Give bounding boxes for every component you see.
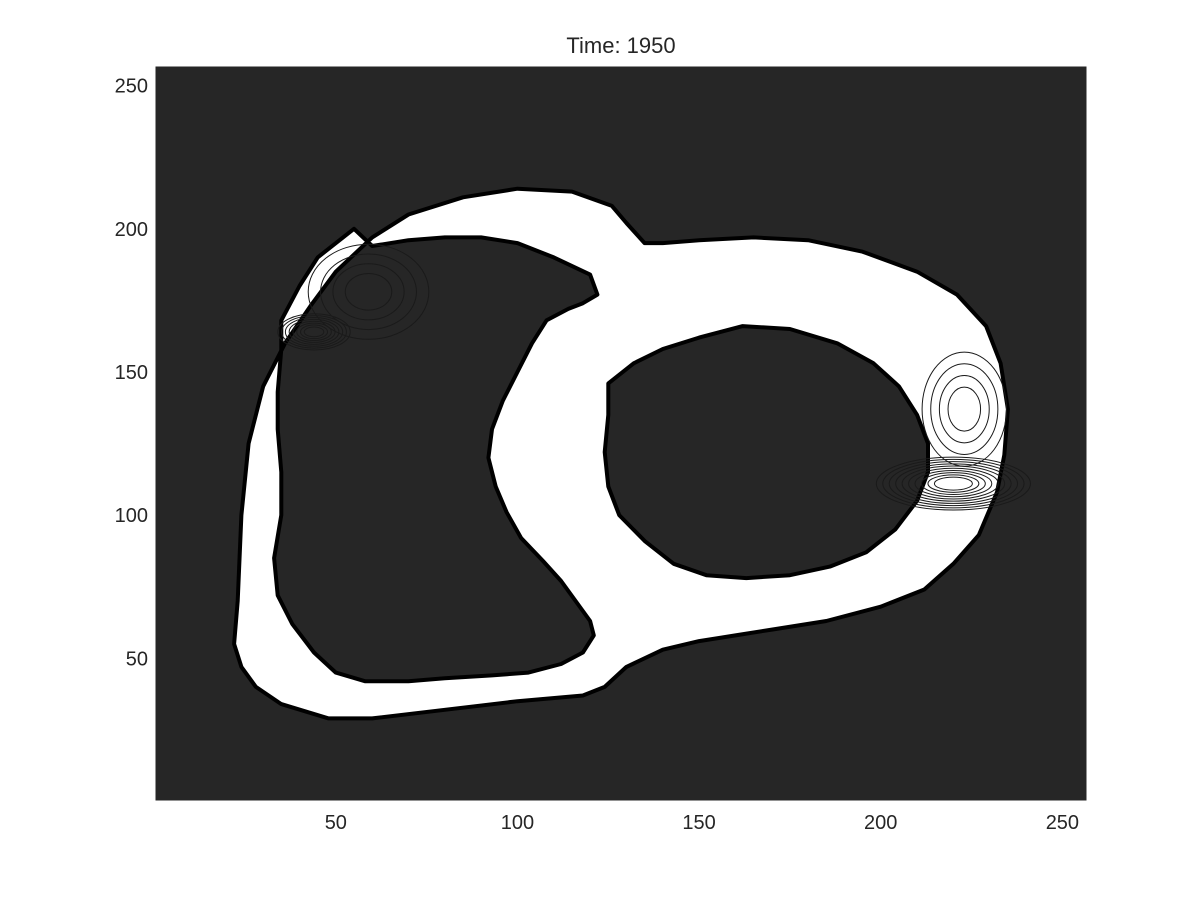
x-tick-label: 50 [325, 812, 347, 834]
contour-line [875, 456, 1032, 511]
plot-area [232, 186, 1032, 721]
contour-line [908, 467, 999, 500]
contour-line [895, 463, 1012, 504]
contour-line [281, 315, 347, 349]
contour-line [307, 243, 430, 340]
contour-line [938, 374, 990, 444]
contour-line [284, 316, 344, 347]
y-tick-label: 200 [115, 219, 148, 241]
contour-line [930, 363, 999, 456]
contour-line [914, 469, 993, 498]
y-tick-label: 100 [115, 505, 148, 527]
contour-line [296, 322, 332, 342]
y-tick-label: 150 [115, 362, 148, 384]
contour-line [947, 386, 982, 432]
contour-line [888, 461, 1019, 507]
contour-line [288, 318, 340, 345]
x-tick-label: 100 [501, 812, 534, 834]
x-tick-label: 250 [1046, 812, 1079, 834]
y-tick-label: 250 [115, 76, 148, 98]
contour-line [344, 272, 393, 311]
contour-line [882, 458, 1025, 509]
x-tick-label: 200 [864, 812, 897, 834]
x-tick-label: 150 [682, 812, 715, 834]
contour-line [927, 474, 980, 493]
contour-line [303, 326, 325, 338]
chart-title: Time: 1950 [566, 33, 675, 58]
axes-frame [155, 66, 1087, 801]
contour-line [320, 253, 417, 331]
contour-line [277, 313, 351, 351]
axis-ticks: 50 100 150 200 250 50 100 150 200 250 [115, 67, 1086, 834]
flow-domain [232, 186, 1010, 721]
contour-lines [277, 243, 1032, 511]
y-tick-label: 50 [126, 648, 148, 670]
contour-line [292, 320, 336, 343]
contour-line [299, 324, 329, 340]
contour-line [920, 472, 986, 496]
contour-line [901, 465, 1006, 502]
contour-line [332, 263, 405, 321]
contour-line [933, 476, 973, 491]
